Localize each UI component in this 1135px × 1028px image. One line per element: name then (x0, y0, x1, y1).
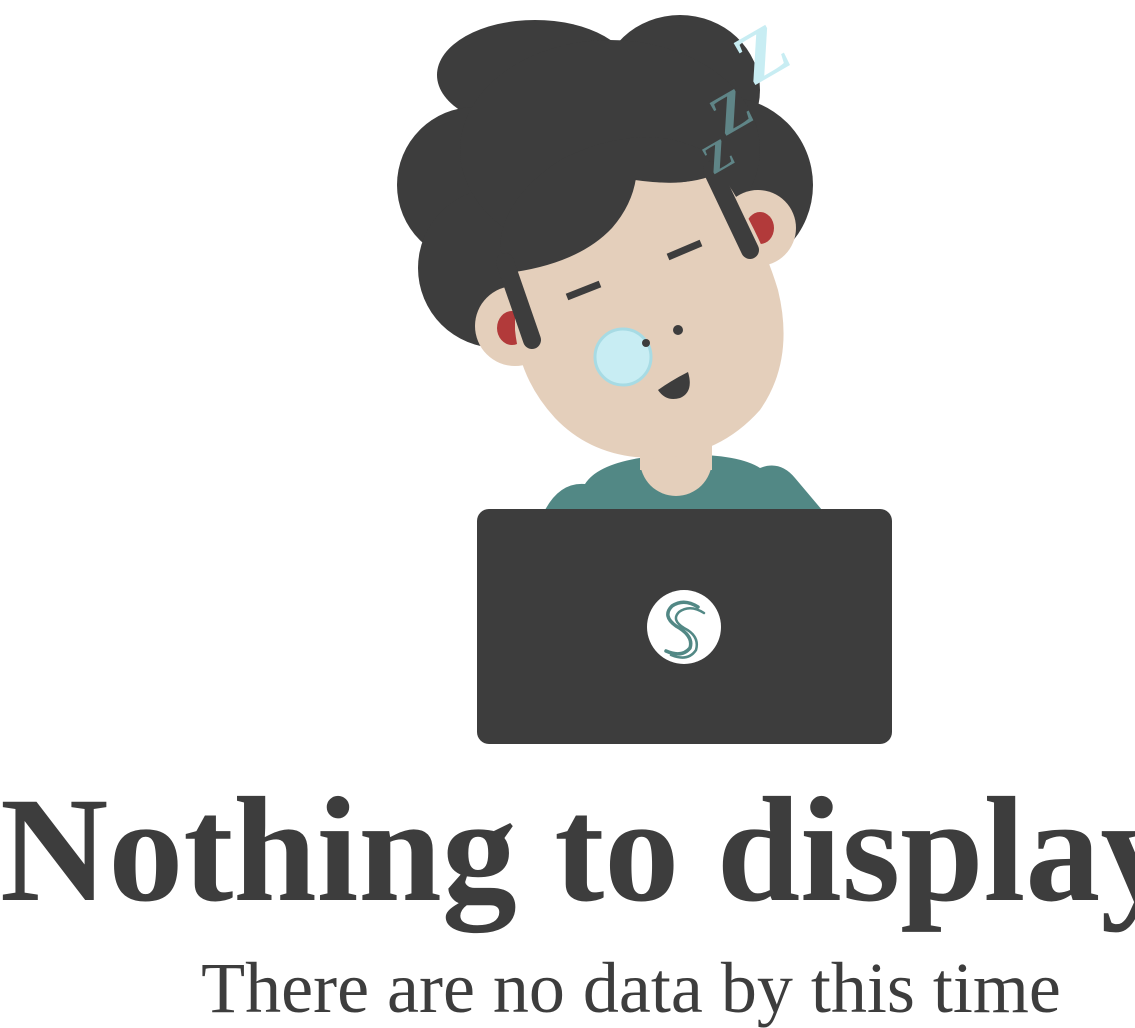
closed-eyes-icon (565, 239, 703, 301)
empty-state-title: Nothing to display (0, 767, 1135, 933)
mouth-icon (658, 372, 690, 399)
sleeping-person-illustration: Z Z Z (397, 7, 892, 744)
nose-icon (673, 325, 683, 335)
hair-fringe-shape (500, 137, 718, 272)
empty-state-subtitle: There are no data by this time (201, 948, 1061, 1028)
sleep-bubble-icon (593, 327, 653, 387)
headphone-band-icon (496, 161, 759, 349)
s-logo-icon (647, 590, 721, 664)
